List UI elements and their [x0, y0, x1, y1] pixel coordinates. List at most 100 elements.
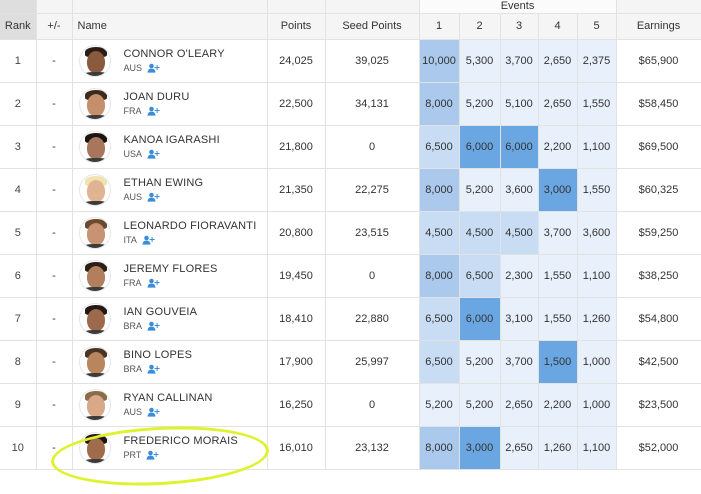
surfer-cell[interactable]: LEONARDO FIORAVANTI ITA [72, 211, 268, 255]
event-3-cell: 3,700 [500, 39, 539, 83]
avatar[interactable] [78, 302, 111, 335]
surfer-name[interactable]: BINO LOPES [123, 348, 193, 361]
table-row[interactable]: 1 - CONNOR O'LEARY AUS [0, 39, 701, 83]
follow-user-icon[interactable] [147, 364, 160, 374]
earnings-cell: $69,500 [616, 125, 701, 169]
avatar[interactable] [78, 87, 111, 120]
name-column-header[interactable]: Name [72, 13, 268, 40]
follow-user-icon[interactable] [147, 192, 160, 202]
surfer-name[interactable]: LEONARDO FIORAVANTI [123, 219, 257, 232]
earnings-cell: $65,900 [616, 39, 701, 83]
header-spacer [325, 0, 420, 14]
country-code: AUS [123, 406, 143, 417]
table-row[interactable]: 8 - BINO LOPES BRA [0, 340, 701, 384]
event-4-cell: 3,700 [538, 211, 578, 255]
follow-user-icon[interactable] [147, 149, 160, 159]
table-row[interactable]: 7 - IAN GOUVEIA BRA [0, 297, 701, 341]
surfer-cell[interactable]: RYAN CALLINAN AUS [72, 383, 268, 427]
seed-points-cell: 22,880 [325, 297, 420, 341]
surfer-cell[interactable]: ETHAN EWING AUS [72, 168, 268, 212]
table-row[interactable]: 3 - KANOA IGARASHI USA [0, 125, 701, 169]
header-spacer [36, 0, 73, 14]
table-row[interactable]: 10 - FREDERICO MORAIS PRT [0, 426, 701, 470]
event-1-cell: 6,500 [419, 125, 460, 169]
header-spacer [616, 0, 701, 14]
earnings-cell: $38,250 [616, 254, 701, 298]
surfer-name[interactable]: CONNOR O'LEARY [123, 47, 225, 60]
table-row[interactable]: 6 - JEREMY FLORES FRA [0, 254, 701, 298]
table-row[interactable]: 9 - RYAN CALLINAN AUS [0, 383, 701, 427]
event-5-cell: 1,000 [577, 383, 617, 427]
country-code: PRT [123, 449, 142, 460]
event-5-column-header[interactable]: 5 [577, 13, 617, 40]
earnings-cell: $59,250 [616, 211, 701, 255]
event-2-cell: 5,300 [459, 39, 501, 83]
event-3-cell: 4,500 [500, 211, 539, 255]
country-code: USA [123, 148, 143, 159]
event-4-cell: 2,200 [538, 383, 578, 427]
surfer-name[interactable]: JOAN DURU [123, 90, 190, 103]
surfer-cell[interactable]: IAN GOUVEIA BRA [72, 297, 268, 341]
event-3-column-header[interactable]: 3 [500, 13, 539, 40]
seed-points-column-header[interactable]: Seed Points [325, 13, 420, 40]
points-column-header[interactable]: Points [267, 13, 326, 40]
event-2-cell: 5,200 [459, 168, 501, 212]
surfer-name[interactable]: ETHAN EWING [123, 176, 204, 189]
avatar[interactable] [78, 259, 111, 292]
event-4-column-header[interactable]: 4 [538, 13, 578, 40]
surfer-cell[interactable]: CONNOR O'LEARY AUS [72, 39, 268, 83]
surfer-name[interactable]: RYAN CALLINAN [123, 391, 213, 404]
earnings-cell: $54,800 [616, 297, 701, 341]
surfer-cell[interactable]: BINO LOPES BRA [72, 340, 268, 384]
follow-user-icon[interactable] [147, 63, 160, 73]
avatar[interactable] [78, 173, 111, 206]
rank-cell: 9 [0, 383, 37, 427]
table-row[interactable]: 4 - ETHAN EWING AUS [0, 168, 701, 212]
event-1-column-header[interactable]: 1 [419, 13, 460, 40]
follow-user-icon[interactable] [147, 407, 160, 417]
change-cell: - [36, 39, 73, 83]
surfer-name[interactable]: FREDERICO MORAIS [123, 434, 238, 447]
surfer-name[interactable]: KANOA IGARASHI [123, 133, 220, 146]
avatar[interactable] [78, 431, 111, 464]
event-4-cell: 2,200 [538, 125, 578, 169]
follow-user-icon[interactable] [142, 235, 155, 245]
surfer-cell[interactable]: JEREMY FLORES FRA [72, 254, 268, 298]
surfer-name[interactable]: JEREMY FLORES [123, 262, 218, 275]
avatar[interactable] [78, 345, 111, 378]
event-2-cell: 3,000 [459, 426, 501, 470]
rank-cell: 7 [0, 297, 37, 341]
follow-user-icon[interactable] [147, 106, 160, 116]
seed-points-cell: 23,132 [325, 426, 420, 470]
surfer-name[interactable]: IAN GOUVEIA [123, 305, 198, 318]
table-row[interactable]: 5 - LEONARDO FIORAVANTI ITA [0, 211, 701, 255]
event-4-cell: 2,650 [538, 82, 578, 126]
surfer-cell[interactable]: KANOA IGARASHI USA [72, 125, 268, 169]
follow-user-icon[interactable] [146, 450, 159, 460]
rank-cell: 2 [0, 82, 37, 126]
earnings-cell: $60,325 [616, 168, 701, 212]
change-column-header[interactable]: +/- [36, 13, 73, 40]
surfer-cell[interactable]: FREDERICO MORAIS PRT [72, 426, 268, 470]
earnings-column-header[interactable]: Earnings [616, 13, 701, 40]
avatar[interactable] [78, 388, 111, 421]
avatar[interactable] [78, 44, 111, 77]
rankings-table: Events Rank +/- Name Points Seed Points … [0, 0, 701, 470]
country-code: ITA [123, 234, 137, 245]
event-1-cell: 8,000 [419, 426, 460, 470]
follow-user-icon[interactable] [147, 278, 160, 288]
follow-user-icon[interactable] [147, 321, 160, 331]
event-1-cell: 10,000 [419, 39, 460, 83]
points-cell: 16,250 [267, 383, 326, 427]
rank-column-header[interactable]: Rank [0, 13, 37, 40]
rank-cell: 8 [0, 340, 37, 384]
avatar[interactable] [78, 130, 111, 163]
avatar[interactable] [78, 216, 111, 249]
surfer-cell[interactable]: JOAN DURU FRA [72, 82, 268, 126]
event-5-cell: 1,100 [577, 254, 617, 298]
rank-cell: 5 [0, 211, 37, 255]
table-row[interactable]: 2 - JOAN DURU FRA [0, 82, 701, 126]
event-2-column-header[interactable]: 2 [459, 13, 501, 40]
seed-points-cell: 39,025 [325, 39, 420, 83]
event-5-cell: 1,000 [577, 340, 617, 384]
